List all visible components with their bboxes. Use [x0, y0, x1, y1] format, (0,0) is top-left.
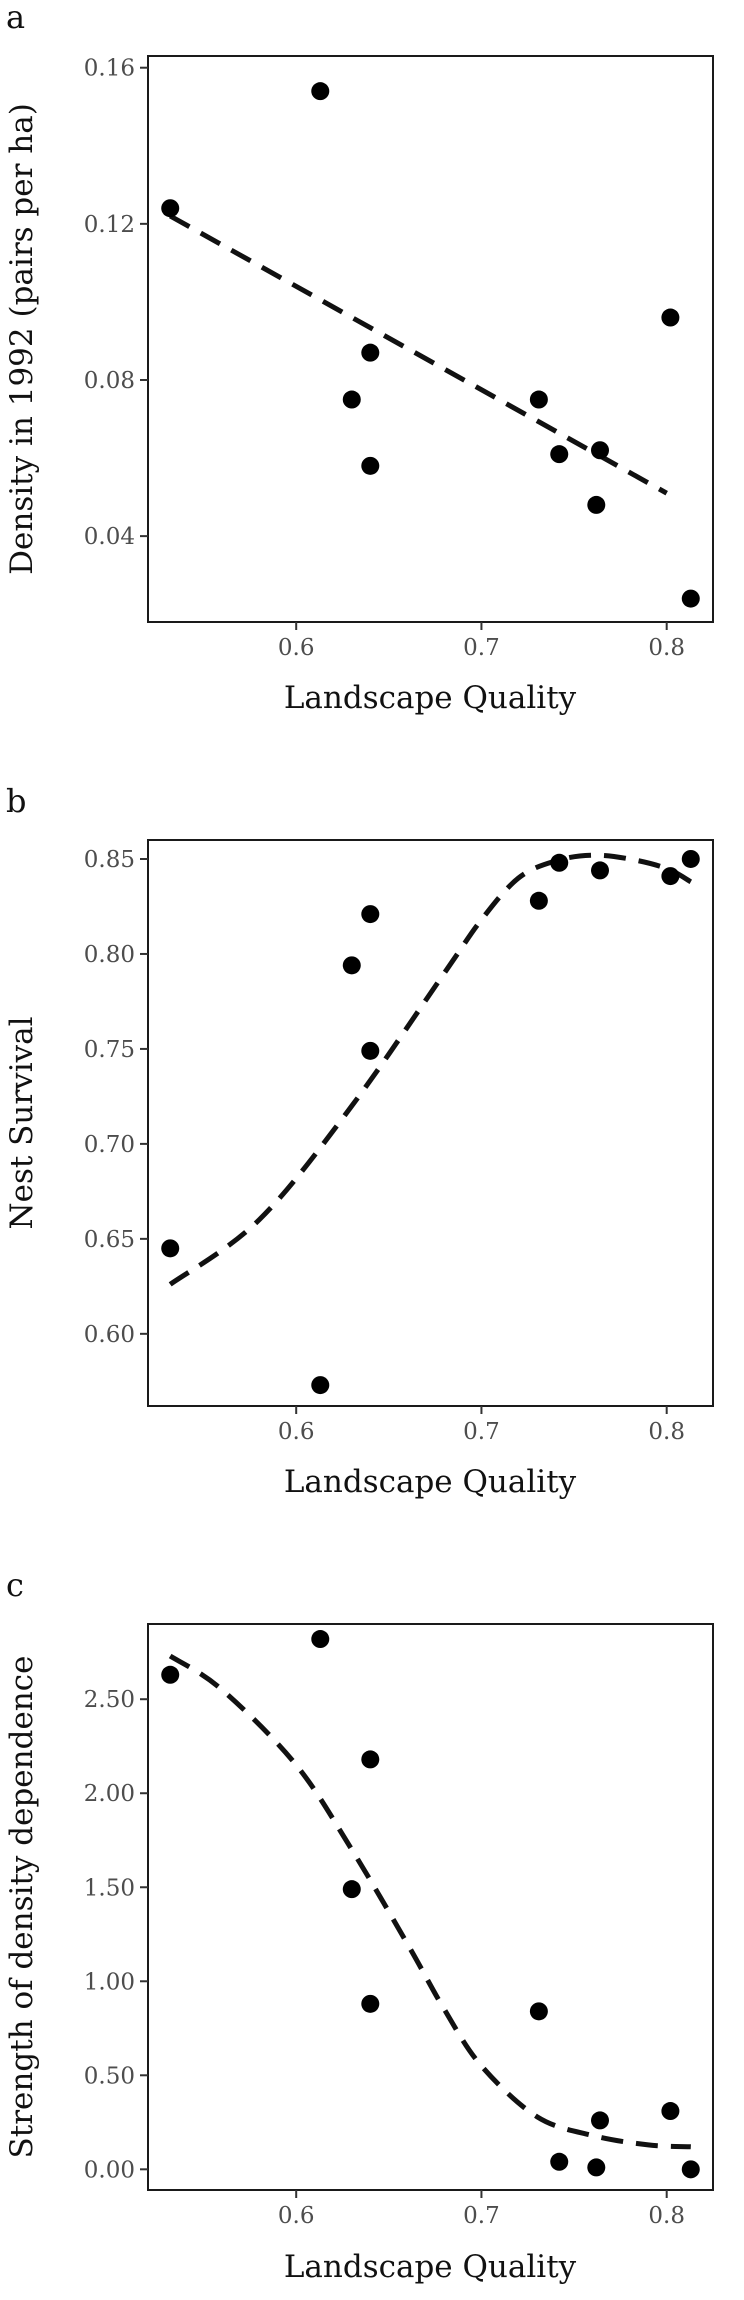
panel-b-y-axis: 0.60 0.65 0.70 0.75 0.80 0.85 [84, 847, 148, 1348]
panel-a-x-axis-title: Landscape Quality [284, 680, 577, 716]
data-point [311, 1630, 330, 1649]
y-tick-label: 0.80 [84, 942, 135, 968]
data-point [550, 853, 569, 872]
data-point [361, 1750, 380, 1769]
y-tick-label: 0.60 [84, 1322, 135, 1348]
y-tick-label: 0.16 [84, 56, 135, 82]
data-point [161, 199, 180, 218]
y-tick-label: 0.12 [84, 212, 135, 238]
data-point [591, 861, 609, 880]
data-point [361, 1041, 380, 1060]
panel-a-points [161, 82, 700, 608]
panel-c-points [161, 1630, 700, 2179]
y-tick-label: 0.70 [84, 1132, 135, 1158]
data-point [587, 2158, 606, 2177]
data-point [529, 891, 548, 910]
data-point [161, 1239, 180, 1258]
data-point [550, 2152, 569, 2171]
data-point [529, 390, 548, 409]
panel-c-y-axis-title: Strength of density dependence [4, 1656, 40, 2159]
x-tick-label: 0.7 [463, 2203, 500, 2229]
fit-curve [168, 852, 693, 1287]
y-tick-label: 1.00 [84, 1969, 135, 1995]
panel-a-y-axis: 0.04 0.08 0.12 0.16 [84, 56, 148, 550]
data-point [361, 456, 380, 475]
data-point [311, 82, 330, 101]
y-tick-label: 0.85 [84, 847, 135, 873]
y-tick-label: 0.50 [84, 2063, 135, 2089]
data-point [591, 2111, 609, 2130]
data-point [161, 1665, 180, 1684]
panel-a-y-axis-title: Density in 1992 (pairs per ha) [4, 103, 40, 575]
y-tick-label: 2.00 [84, 1781, 135, 1807]
panel-a-label: a [6, 0, 25, 36]
panel-c-label: c [6, 1566, 24, 1604]
data-point [681, 589, 700, 608]
panel-c-x-axis: 0.6 0.7 0.8 [278, 2190, 685, 2229]
data-point [361, 905, 380, 924]
panel-b: b 0.60 0.65 0.70 0.75 0.80 0.85 0.6 0.7 0.8 Lan… [4, 782, 714, 1500]
y-tick-label: 0.00 [84, 2157, 135, 2183]
data-point [361, 1994, 380, 2013]
panel-a-plot-frame [147, 55, 714, 623]
y-tick-label: 0.04 [84, 524, 135, 550]
data-point [361, 343, 380, 362]
x-tick-label: 0.7 [463, 1419, 500, 1445]
y-tick-label: 0.65 [84, 1227, 135, 1253]
data-point [311, 1376, 330, 1395]
data-point [681, 2160, 700, 2179]
panel-a-fit-line [168, 213, 668, 496]
data-point [342, 1880, 361, 1899]
data-point [591, 441, 609, 460]
data-point [681, 849, 700, 868]
x-tick-label: 0.6 [278, 2203, 315, 2229]
x-tick-label: 0.8 [648, 2203, 685, 2229]
x-tick-label: 0.7 [463, 635, 500, 661]
data-point [661, 308, 680, 327]
panel-c: c 0.00 0.50 1.00 1.50 2.00 2.50 0.6 0.7 0.8 Lan… [4, 1566, 714, 2285]
x-tick-label: 0.6 [278, 1419, 315, 1445]
panel-a: a 0.04 0.08 0.12 0.16 0.6 0.7 0.8 Landscape Q… [4, 0, 714, 716]
panel-b-y-axis-title: Nest Survival [4, 1016, 40, 1229]
panel-a-x-axis: 0.6 0.7 0.8 [278, 622, 685, 661]
data-point [661, 2102, 680, 2121]
data-point [342, 956, 361, 975]
data-point [587, 495, 606, 514]
y-tick-label: 2.50 [84, 1687, 135, 1713]
x-tick-label: 0.6 [278, 635, 315, 661]
x-tick-label: 0.8 [648, 1419, 685, 1445]
panel-c-plot-frame [147, 1623, 714, 2191]
panel-b-plot-frame [147, 839, 714, 1407]
y-tick-label: 0.08 [84, 368, 135, 394]
panel-c-x-axis-title: Landscape Quality [284, 2249, 577, 2285]
panel-b-points [161, 849, 700, 1395]
panel-b-fit-line [168, 852, 693, 1287]
data-point [550, 445, 569, 464]
data-point [342, 390, 361, 409]
panel-b-x-axis: 0.6 0.7 0.8 [278, 1406, 685, 1445]
fit-curve [168, 1653, 691, 2150]
y-tick-label: 1.50 [84, 1875, 135, 1901]
panel-c-fit-line [168, 1653, 691, 2150]
data-point [661, 867, 680, 886]
x-tick-label: 0.8 [648, 635, 685, 661]
panel-b-label: b [6, 782, 26, 820]
y-tick-label: 0.75 [84, 1037, 135, 1063]
fit-curve [168, 213, 668, 496]
data-point [529, 2002, 548, 2021]
panel-c-y-axis: 0.00 0.50 1.00 1.50 2.00 2.50 [84, 1687, 148, 2183]
panel-b-x-axis-title: Landscape Quality [284, 1464, 577, 1500]
